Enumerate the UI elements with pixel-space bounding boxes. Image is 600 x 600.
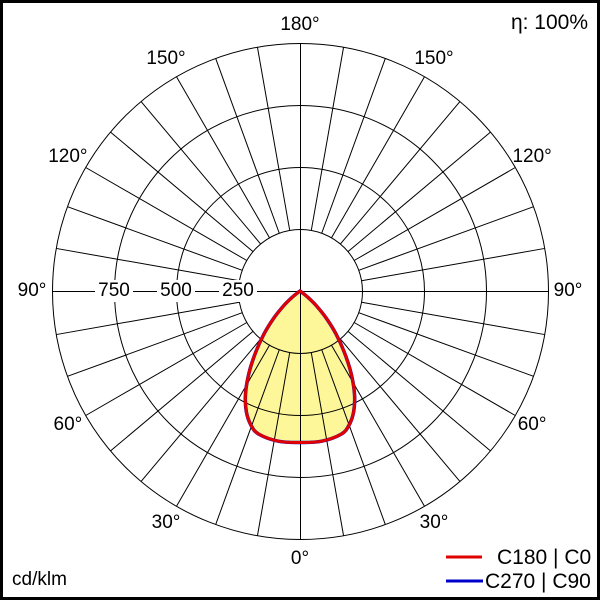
svg-text:500: 500 (160, 280, 192, 301)
svg-text:60°: 60° (54, 414, 83, 435)
svg-text:90°: 90° (18, 280, 47, 301)
svg-text:C180 | C0: C180 | C0 (497, 546, 591, 569)
svg-text:cd/klm: cd/klm (12, 569, 67, 590)
svg-text:180°: 180° (280, 14, 319, 35)
svg-text:C270 | C90: C270 | C90 (485, 570, 591, 593)
svg-text:150°: 150° (414, 48, 453, 69)
svg-text:250: 250 (222, 280, 254, 301)
svg-text:30°: 30° (152, 512, 181, 533)
svg-text:0°: 0° (291, 548, 309, 569)
svg-text:60°: 60° (518, 414, 547, 435)
svg-text:750: 750 (98, 280, 130, 301)
svg-text:120°: 120° (48, 146, 87, 167)
svg-text:η: 100%: η: 100% (511, 11, 588, 34)
svg-text:120°: 120° (512, 146, 551, 167)
svg-text:30°: 30° (420, 512, 449, 533)
svg-text:90°: 90° (554, 280, 583, 301)
svg-text:150°: 150° (146, 48, 185, 69)
